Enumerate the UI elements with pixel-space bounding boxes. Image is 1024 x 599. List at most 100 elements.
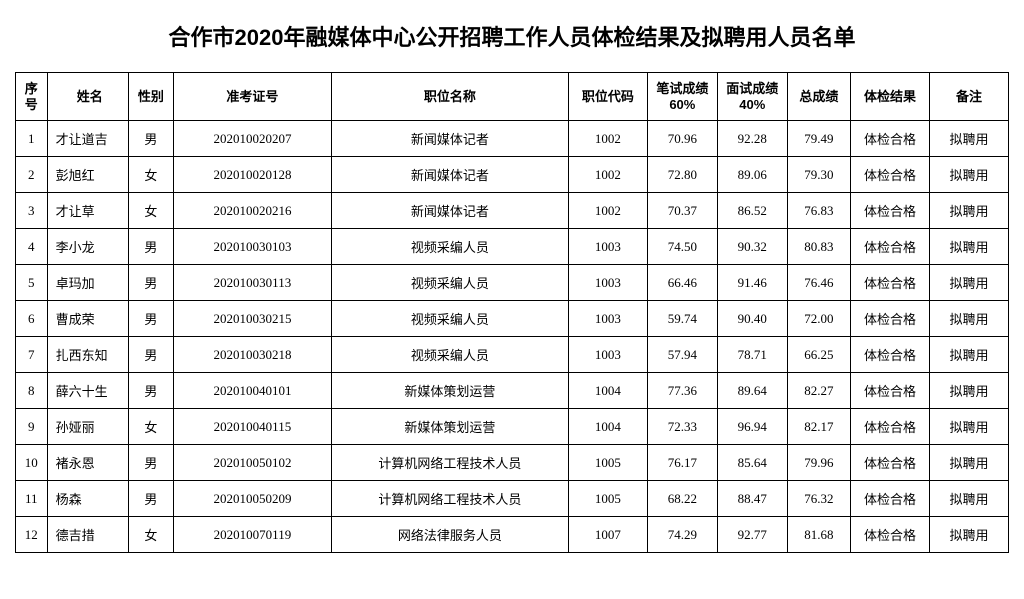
cell-seq: 6: [16, 301, 48, 337]
cell-pos_code: 1002: [568, 193, 647, 229]
table-row: 3才让草女202010020216新闻媒体记者100270.3786.5276.…: [16, 193, 1009, 229]
cell-check: 体检合格: [850, 373, 929, 409]
table-row: 5卓玛加男202010030113视频采编人员100366.4691.4676.…: [16, 265, 1009, 301]
cell-interview: 86.52: [717, 193, 787, 229]
th-name: 姓名: [47, 73, 128, 121]
cell-exam_id: 202010070119: [173, 517, 331, 553]
cell-exam_id: 202010040115: [173, 409, 331, 445]
cell-seq: 1: [16, 121, 48, 157]
cell-note: 拟聘用: [929, 229, 1008, 265]
cell-exam_id: 202010020207: [173, 121, 331, 157]
page-title: 合作市2020年融媒体中心公开招聘工作人员体检结果及拟聘用人员名单: [15, 10, 1009, 72]
table-row: 11杨森男202010050209计算机网络工程技术人员100568.2288.…: [16, 481, 1009, 517]
cell-name: 杨森: [47, 481, 128, 517]
cell-interview: 85.64: [717, 445, 787, 481]
table-header-row: 序号 姓名 性别 准考证号 职位名称 职位代码 笔试成绩60% 面试成绩40% …: [16, 73, 1009, 121]
cell-interview: 88.47: [717, 481, 787, 517]
cell-position: 视频采编人员: [331, 337, 568, 373]
cell-total: 82.17: [787, 409, 850, 445]
th-check: 体检结果: [850, 73, 929, 121]
cell-position: 新媒体策划运营: [331, 409, 568, 445]
cell-name: 孙娅丽: [47, 409, 128, 445]
cell-note: 拟聘用: [929, 265, 1008, 301]
cell-written: 68.22: [647, 481, 717, 517]
cell-name: 卓玛加: [47, 265, 128, 301]
table-row: 7扎西东知男202010030218视频采编人员100357.9478.7166…: [16, 337, 1009, 373]
cell-exam_id: 202010020216: [173, 193, 331, 229]
cell-gender: 女: [128, 517, 173, 553]
cell-pos_code: 1003: [568, 337, 647, 373]
cell-total: 76.32: [787, 481, 850, 517]
th-written: 笔试成绩60%: [647, 73, 717, 121]
cell-exam_id: 202010020128: [173, 157, 331, 193]
cell-check: 体检合格: [850, 193, 929, 229]
cell-position: 新闻媒体记者: [331, 193, 568, 229]
cell-name: 扎西东知: [47, 337, 128, 373]
th-gender: 性别: [128, 73, 173, 121]
cell-position: 新闻媒体记者: [331, 121, 568, 157]
cell-seq: 5: [16, 265, 48, 301]
cell-total: 76.46: [787, 265, 850, 301]
cell-name: 薛六十生: [47, 373, 128, 409]
cell-seq: 8: [16, 373, 48, 409]
cell-exam_id: 202010030215: [173, 301, 331, 337]
cell-note: 拟聘用: [929, 121, 1008, 157]
table-row: 9孙娅丽女202010040115新媒体策划运营100472.3396.9482…: [16, 409, 1009, 445]
cell-total: 72.00: [787, 301, 850, 337]
cell-note: 拟聘用: [929, 445, 1008, 481]
cell-interview: 89.06: [717, 157, 787, 193]
cell-seq: 2: [16, 157, 48, 193]
cell-written: 76.17: [647, 445, 717, 481]
cell-pos_code: 1005: [568, 445, 647, 481]
cell-gender: 女: [128, 157, 173, 193]
cell-check: 体检合格: [850, 337, 929, 373]
cell-exam_id: 202010050102: [173, 445, 331, 481]
cell-written: 66.46: [647, 265, 717, 301]
cell-written: 72.33: [647, 409, 717, 445]
cell-exam_id: 202010040101: [173, 373, 331, 409]
cell-seq: 12: [16, 517, 48, 553]
cell-interview: 90.40: [717, 301, 787, 337]
cell-note: 拟聘用: [929, 193, 1008, 229]
cell-total: 79.49: [787, 121, 850, 157]
cell-pos_code: 1003: [568, 229, 647, 265]
cell-seq: 7: [16, 337, 48, 373]
cell-total: 76.83: [787, 193, 850, 229]
cell-position: 视频采编人员: [331, 265, 568, 301]
cell-check: 体检合格: [850, 409, 929, 445]
result-table: 序号 姓名 性别 准考证号 职位名称 职位代码 笔试成绩60% 面试成绩40% …: [15, 72, 1009, 553]
cell-seq: 10: [16, 445, 48, 481]
cell-written: 70.96: [647, 121, 717, 157]
table-row: 1才让道吉男202010020207新闻媒体记者100270.9692.2879…: [16, 121, 1009, 157]
cell-written: 72.80: [647, 157, 717, 193]
cell-position: 计算机网络工程技术人员: [331, 481, 568, 517]
cell-check: 体检合格: [850, 229, 929, 265]
th-interview: 面试成绩40%: [717, 73, 787, 121]
cell-note: 拟聘用: [929, 481, 1008, 517]
cell-exam_id: 202010030218: [173, 337, 331, 373]
cell-interview: 78.71: [717, 337, 787, 373]
table-row: 2彭旭红女202010020128新闻媒体记者100272.8089.0679.…: [16, 157, 1009, 193]
cell-total: 80.83: [787, 229, 850, 265]
cell-name: 才让道吉: [47, 121, 128, 157]
cell-interview: 91.46: [717, 265, 787, 301]
cell-note: 拟聘用: [929, 373, 1008, 409]
cell-pos_code: 1002: [568, 121, 647, 157]
cell-position: 新闻媒体记者: [331, 157, 568, 193]
cell-gender: 男: [128, 481, 173, 517]
cell-exam_id: 202010050209: [173, 481, 331, 517]
cell-name: 李小龙: [47, 229, 128, 265]
cell-interview: 90.32: [717, 229, 787, 265]
cell-check: 体检合格: [850, 481, 929, 517]
cell-gender: 男: [128, 373, 173, 409]
cell-total: 82.27: [787, 373, 850, 409]
cell-note: 拟聘用: [929, 157, 1008, 193]
table-row: 4李小龙男202010030103视频采编人员100374.5090.3280.…: [16, 229, 1009, 265]
cell-written: 74.50: [647, 229, 717, 265]
cell-position: 计算机网络工程技术人员: [331, 445, 568, 481]
cell-gender: 女: [128, 193, 173, 229]
cell-position: 视频采编人员: [331, 229, 568, 265]
th-examid: 准考证号: [173, 73, 331, 121]
cell-interview: 92.28: [717, 121, 787, 157]
cell-name: 德吉措: [47, 517, 128, 553]
